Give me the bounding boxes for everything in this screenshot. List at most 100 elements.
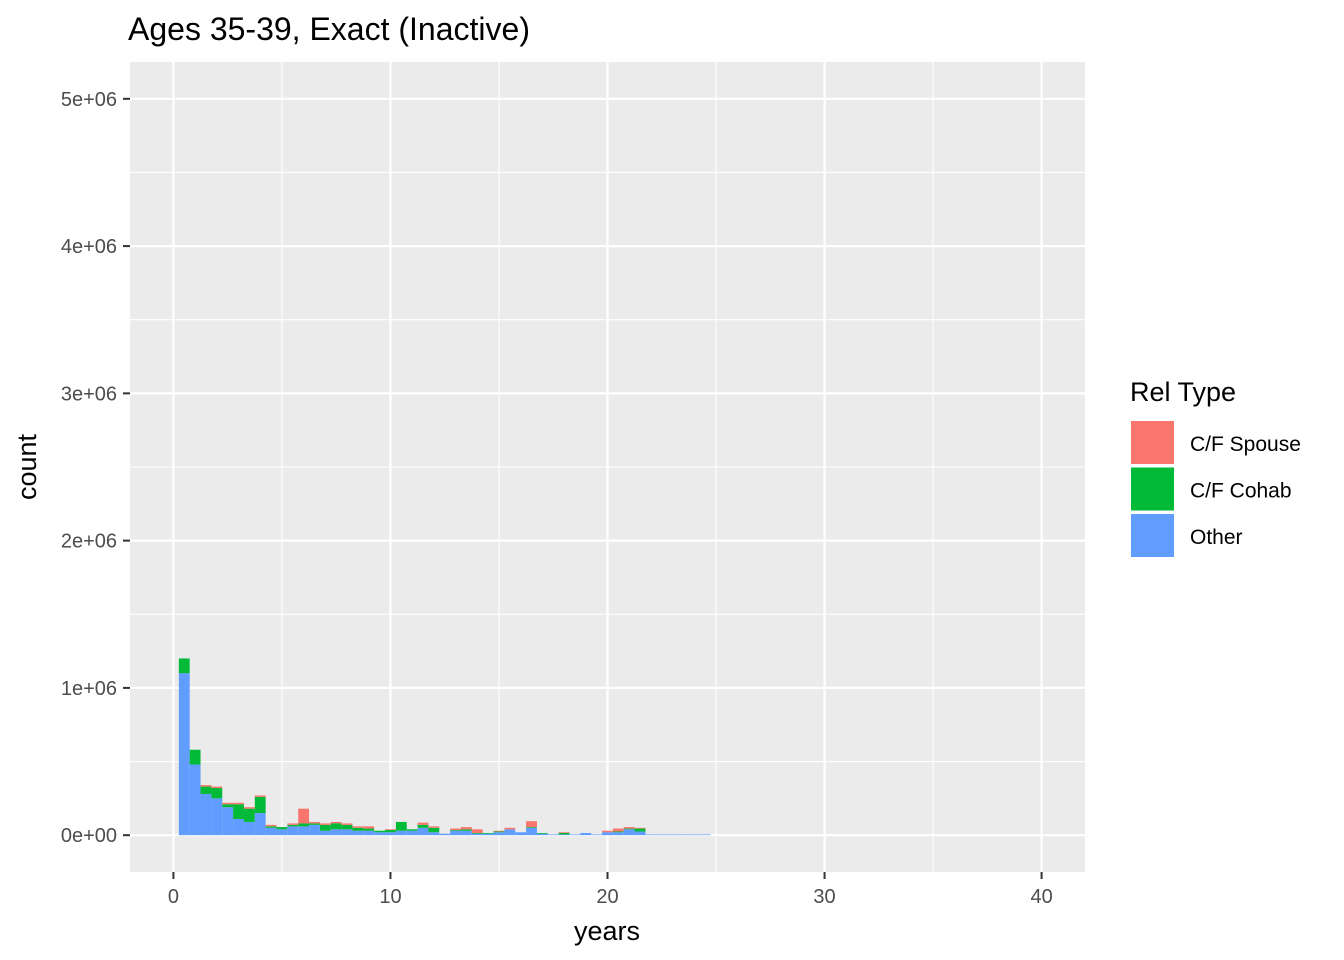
bar-other xyxy=(298,826,310,836)
bar-c-f-spouse xyxy=(309,821,320,824)
bar-other xyxy=(471,833,483,836)
bar-c-f-cohab xyxy=(612,831,624,833)
bar-other xyxy=(482,833,494,836)
bar-c-f-cohab xyxy=(406,829,418,831)
x-tick-label: 30 xyxy=(813,886,835,908)
legend-label: C/F Spouse xyxy=(1190,433,1301,456)
bar-other xyxy=(200,793,212,836)
y-tick-label: 5e+06 xyxy=(61,89,117,111)
bar-c-f-cohab xyxy=(558,832,570,835)
legend-label: Other xyxy=(1190,526,1243,549)
bar-c-f-spouse xyxy=(254,795,266,797)
bar-other xyxy=(623,829,635,836)
legend-key-c-f-spouse xyxy=(1131,421,1174,464)
y-tick-label: 2e+06 xyxy=(61,531,117,553)
bar-other xyxy=(428,832,440,836)
bar-c-f-cohab xyxy=(341,824,353,830)
bar-c-f-spouse xyxy=(211,786,223,789)
bar-c-f-spouse xyxy=(265,824,277,827)
bar-c-f-spouse xyxy=(558,832,570,833)
bar-other xyxy=(265,827,277,836)
bar-other xyxy=(699,834,711,836)
legend-label: C/F Cohab xyxy=(1190,480,1292,503)
y-tick-label: 1e+06 xyxy=(61,678,117,700)
bar-other xyxy=(656,834,668,836)
bar-c-f-spouse xyxy=(612,828,624,832)
y-tick-label: 0e+00 xyxy=(61,825,117,847)
bar-c-f-cohab xyxy=(276,827,288,830)
y-axis: 0e+00 1e+06 2e+06 3e+06 4e+06 5e+06 xyxy=(61,89,130,847)
bar-other xyxy=(363,830,375,836)
bar-other xyxy=(547,834,559,836)
bar-other xyxy=(276,829,288,836)
bar-other xyxy=(515,832,527,836)
bar-c-f-cohab xyxy=(526,827,537,828)
bar-c-f-spouse xyxy=(233,802,244,805)
bar-c-f-cohab xyxy=(309,823,320,825)
bar-c-f-cohab xyxy=(493,831,505,833)
bar-c-f-spouse xyxy=(493,830,505,832)
bar-c-f-cohab xyxy=(363,828,375,831)
bar-c-f-cohab xyxy=(623,828,635,830)
bar-other xyxy=(439,833,451,836)
bar-c-f-cohab xyxy=(287,824,299,827)
bar-c-f-spouse xyxy=(623,827,635,829)
legend: Rel Type C/F Spouse C/F Cohab Other xyxy=(1130,377,1301,557)
bar-c-f-cohab xyxy=(200,786,212,794)
bar-other xyxy=(634,831,646,836)
bar-c-f-cohab xyxy=(450,830,461,831)
bar-other xyxy=(678,834,689,836)
bar-other xyxy=(591,834,603,836)
bar-c-f-spouse xyxy=(319,823,331,825)
bar-c-f-spouse xyxy=(450,828,461,831)
x-tick-label: 10 xyxy=(379,886,401,908)
bar-c-f-cohab xyxy=(460,829,472,831)
legend-key-c-f-cohab xyxy=(1131,467,1174,511)
bar-c-f-spouse xyxy=(222,802,234,805)
bar-c-f-cohab xyxy=(233,804,244,819)
bar-other xyxy=(406,830,418,836)
bar-c-f-spouse xyxy=(602,830,613,833)
y-tick-label: 4e+06 xyxy=(61,236,117,258)
histogram-bars xyxy=(178,658,711,836)
bar-other xyxy=(417,827,429,836)
bar-other xyxy=(536,833,548,836)
chart-title: Ages 35-39, Exact (Inactive) xyxy=(128,11,530,47)
bar-c-f-spouse xyxy=(417,822,429,825)
y-tick-label: 3e+06 xyxy=(61,383,117,405)
bar-other xyxy=(287,826,299,836)
bar-c-f-cohab xyxy=(374,830,386,833)
bar-other xyxy=(330,829,342,836)
bar-other xyxy=(374,832,386,836)
bar-other xyxy=(385,832,396,836)
bar-c-f-cohab xyxy=(211,788,223,799)
bar-c-f-cohab xyxy=(471,832,483,834)
bar-other xyxy=(341,829,353,836)
bar-other xyxy=(645,834,657,836)
bar-other xyxy=(526,827,537,836)
bar-other xyxy=(569,834,581,836)
bar-c-f-cohab xyxy=(395,821,407,831)
bar-c-f-cohab xyxy=(189,749,201,765)
bar-other xyxy=(309,824,320,836)
bar-c-f-cohab xyxy=(222,804,234,808)
x-tick-label: 0 xyxy=(168,886,179,908)
bar-other xyxy=(395,830,407,836)
bar-c-f-spouse xyxy=(243,807,255,809)
bar-c-f-cohab xyxy=(385,830,396,833)
bar-other xyxy=(254,813,266,836)
bar-other xyxy=(504,829,516,836)
bar-other xyxy=(460,830,472,836)
bar-c-f-cohab xyxy=(330,823,342,830)
bar-c-f-spouse xyxy=(471,829,483,833)
bar-other xyxy=(667,834,679,836)
bar-c-f-spouse xyxy=(200,785,212,787)
bar-c-f-spouse xyxy=(526,821,537,828)
x-tick-label: 20 xyxy=(596,886,618,908)
bar-other xyxy=(211,798,223,836)
bar-c-f-cohab xyxy=(254,796,266,814)
bar-c-f-spouse xyxy=(352,826,364,828)
bar-other xyxy=(233,818,244,836)
